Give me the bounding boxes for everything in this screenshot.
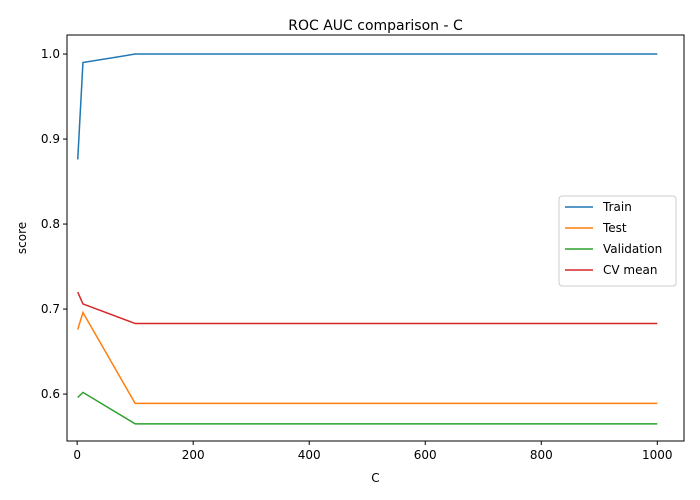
series-line-1 (77, 310, 658, 405)
plot-lines (76, 53, 658, 425)
x-tick-label: 0 (73, 448, 81, 462)
y-axis-label: score (15, 222, 29, 254)
x-tick-label: 200 (182, 448, 205, 462)
legend-label-2: Validation (603, 242, 662, 256)
y-tick-label: 0.7 (41, 302, 60, 316)
chart-title: ROC AUC comparison - C (288, 18, 463, 34)
x-tick-label: 800 (530, 448, 553, 462)
x-tick-label: 400 (298, 448, 321, 462)
y-tick-label: 0.8 (41, 217, 60, 231)
y-tick-label: 0.9 (41, 132, 60, 146)
y-tick-label: 1.0 (41, 47, 60, 61)
legend: Train Test Validation CV mean (558, 195, 677, 287)
plot-frame (66, 34, 685, 442)
series-line-2 (77, 391, 658, 425)
y-axis: 0.6 0.7 0.8 0.9 1.0 (41, 47, 67, 401)
x-axis-label: C (371, 471, 379, 485)
x-axis: 0 200 400 600 800 1000 (73, 441, 673, 462)
legend-label-1: Test (602, 221, 627, 235)
x-tick-label: 600 (414, 448, 437, 462)
legend-label-3: CV mean (603, 263, 657, 277)
legend-box (558, 195, 677, 287)
series-line-0 (76, 53, 658, 160)
legend-label-0: Train (602, 200, 632, 214)
y-tick-label: 0.6 (41, 387, 60, 401)
x-tick-label: 1000 (642, 448, 673, 462)
series-line-3 (77, 291, 658, 325)
